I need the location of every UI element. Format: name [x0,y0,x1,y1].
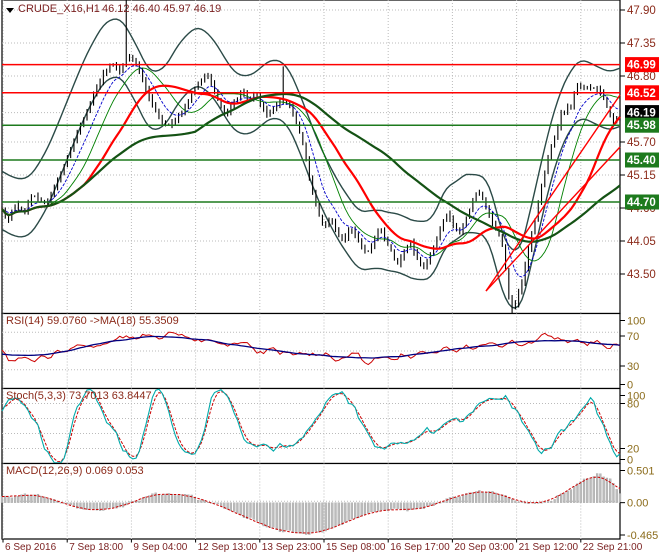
svg-text:15 Sep 08:00: 15 Sep 08:00 [326,542,386,553]
svg-text:70: 70 [627,331,639,343]
svg-text:9 Sep 04:00: 9 Sep 04:00 [133,542,187,553]
svg-text:CRUDE_X16,H1: CRUDE_X16,H1 [18,3,100,15]
svg-text:43.50: 43.50 [627,269,656,281]
svg-text:47.35: 47.35 [627,38,656,50]
svg-text:45.98: 45.98 [627,120,656,132]
svg-text:22 Sep 21:00: 22 Sep 21:00 [583,542,643,553]
svg-text:100: 100 [627,316,645,328]
svg-text:-0.465: -0.465 [627,530,658,542]
svg-text:45.70: 45.70 [627,137,656,149]
svg-text:6 Sep 2016: 6 Sep 2016 [5,542,57,553]
svg-text:46.99: 46.99 [627,60,656,72]
svg-text:44.05: 44.05 [627,236,656,248]
svg-text:RSI(14) 59.0760 ->MA(18) 55.3: RSI(14) 59.0760 ->MA(18) 55.3509 [6,315,179,327]
svg-text:MACD(12,26,9) 0.069 0.053: MACD(12,26,9) 0.069 0.053 [6,465,144,477]
svg-text:7 Sep 18:00: 7 Sep 18:00 [69,542,123,553]
svg-text:44.70: 44.70 [627,197,656,209]
svg-text:46.80: 46.80 [627,71,656,83]
svg-text:0.501: 0.501 [627,466,655,478]
svg-text:12 Sep 13:00: 12 Sep 13:00 [198,542,258,553]
svg-text:46.52: 46.52 [627,88,656,100]
svg-text:46.12 46.40 45.97 46.19: 46.12 46.40 45.97 46.19 [102,3,221,15]
svg-text:45.40: 45.40 [627,155,656,167]
svg-text:Stoch(5,3,3) 73.7013 63.8447: Stoch(5,3,3) 73.7013 63.8447 [6,390,152,402]
svg-text:16 Sep 17:00: 16 Sep 17:00 [390,542,450,553]
svg-text:47.90: 47.90 [627,5,656,17]
svg-text:13 Sep 23:00: 13 Sep 23:00 [262,542,322,553]
svg-text:45.15: 45.15 [627,170,656,182]
svg-text:80: 80 [627,399,639,411]
svg-text:21 Sep 12:00: 21 Sep 12:00 [519,542,579,553]
svg-text:0.00: 0.00 [627,498,648,510]
svg-text:30: 30 [627,361,639,373]
svg-text:20 Sep 03:00: 20 Sep 03:00 [454,542,514,553]
